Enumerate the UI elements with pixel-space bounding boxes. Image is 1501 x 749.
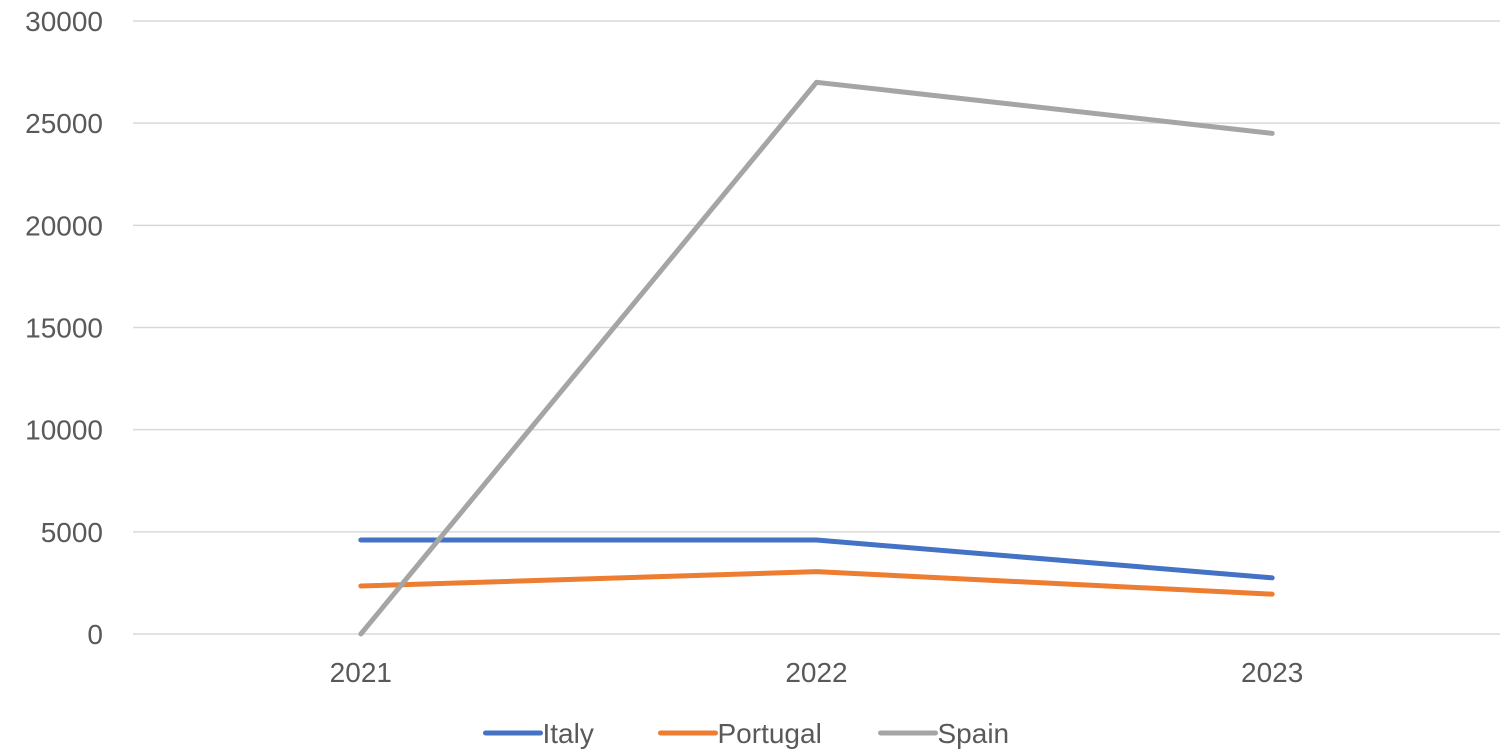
x-tick-label: 2021: [330, 657, 392, 688]
y-tick-label: 5000: [41, 517, 103, 548]
x-axis-tick-labels: 2021 2022 2023: [330, 657, 1304, 688]
y-tick-label: 0: [87, 619, 103, 650]
legend-label: Portugal: [718, 718, 822, 749]
gridlines: [133, 20, 1500, 635]
series-lines: [358, 79, 1275, 637]
y-tick-label: 15000: [25, 313, 103, 344]
y-tick-label: 20000: [25, 210, 103, 241]
x-tick-label: 2022: [785, 657, 847, 688]
y-tick-label: 25000: [25, 108, 103, 139]
y-tick-label: 10000: [25, 415, 103, 446]
legend-item-spain: Spain: [878, 718, 1010, 749]
legend-label: Italy: [543, 718, 594, 749]
series-line-portugal: [358, 569, 1275, 597]
legend-item-italy: Italy: [483, 718, 594, 749]
legend: Italy Portugal Spain: [483, 718, 1010, 749]
legend-item-portugal: Portugal: [658, 718, 822, 749]
x-tick-label: 2023: [1241, 657, 1303, 688]
series-line-spain: [358, 79, 1275, 637]
y-tick-label: 30000: [25, 6, 103, 37]
series-line-italy: [358, 537, 1275, 581]
legend-label: Spain: [938, 718, 1010, 749]
y-axis-tick-labels: 0 5000 10000 15000 20000 25000 30000: [25, 6, 103, 650]
